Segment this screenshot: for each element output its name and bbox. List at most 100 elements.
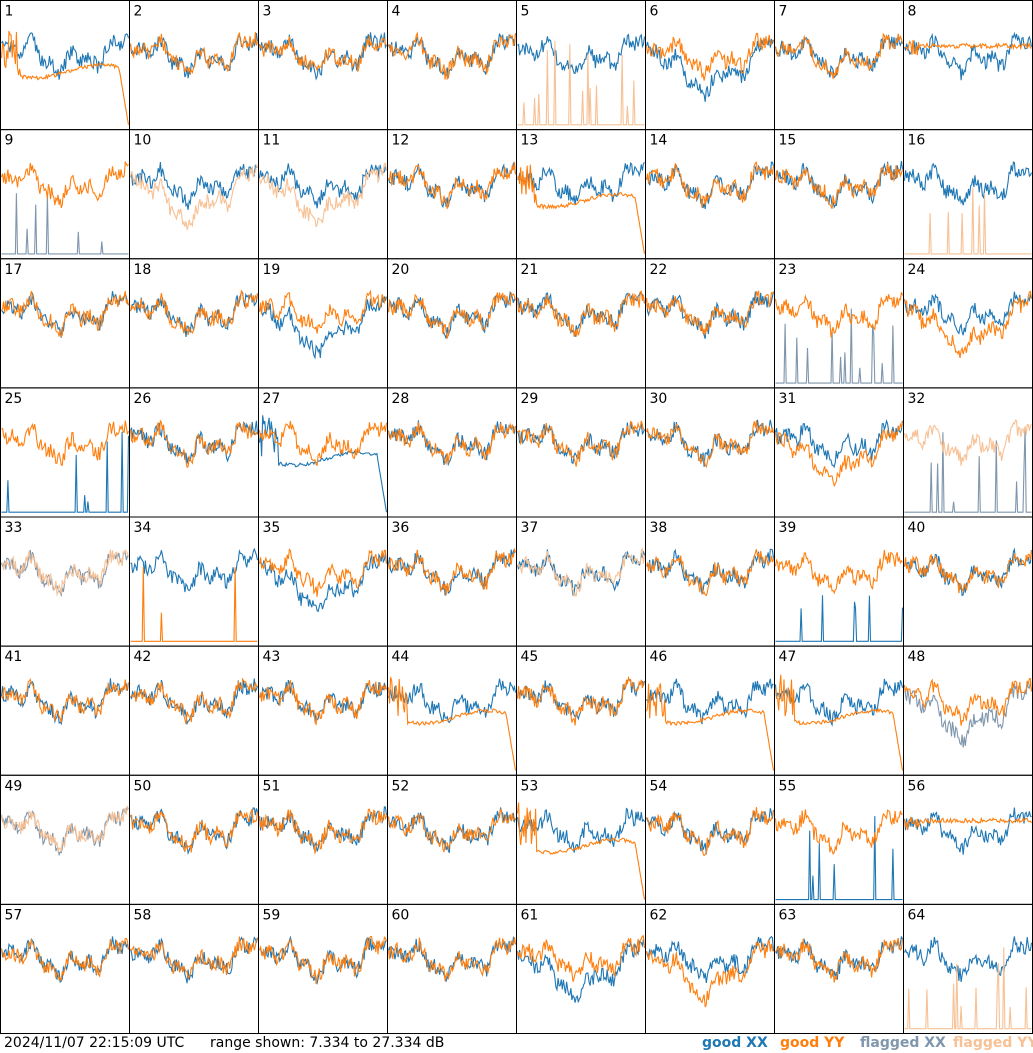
panel-20: 20 [387,258,517,389]
panel-label: 59 [263,907,281,923]
panel-57: 57 [0,903,130,1034]
series-yy-24 [903,290,1033,359]
series-yy-20 [387,291,517,339]
panel-frame [387,258,517,389]
panel-39: 39 [774,516,904,647]
series-xx-25 [1,431,130,513]
series-xx-63 [775,936,904,980]
panel-34: 34 [129,516,259,647]
panel-59: 59 [258,903,388,1034]
panel-53: 53 [516,774,646,905]
panel-29: 29 [516,387,646,518]
series-xx-47 [774,678,904,727]
series-yy-4 [388,31,517,81]
panel-label: 12 [392,133,410,149]
series-yy-30 [645,420,775,469]
panel-frame [387,516,517,647]
legend-good-yy: good YY [780,1035,845,1051]
series-yy-47 [774,674,904,771]
series-yy-58 [130,936,258,980]
series-yy-10 [129,164,259,231]
panel-label: 55 [779,778,797,794]
panel-label: 38 [650,520,668,536]
panel-frame [516,387,646,518]
series-xx-19 [258,295,388,360]
panel-11: 11 [258,129,388,260]
panel-label: 28 [392,391,410,407]
panel-31: 31 [774,387,904,518]
series-xx-8 [903,31,1033,81]
panel-15: 15 [774,129,904,260]
panel-45: 45 [516,645,646,776]
series-yy-34 [130,567,258,642]
panel-frame [129,258,259,389]
series-xx-23 [775,308,903,384]
series-yy-9 [0,161,129,208]
panel-label: 57 [5,907,23,923]
panel-22: 22 [645,258,775,389]
panel-label: 58 [134,907,152,923]
series-xx-16 [903,161,1033,206]
series-yy-40 [903,550,1033,594]
series-xx-5 [517,33,646,74]
series-yy-52 [387,808,516,853]
series-yy-3 [258,35,387,73]
series-yy-57 [0,938,130,982]
panel-label: 14 [650,133,668,149]
panel-label: 63 [779,907,797,923]
panel-41: 41 [0,645,130,776]
panel-label: 1 [5,4,14,20]
panel-label: 61 [521,907,539,923]
series-xx-61 [516,939,646,1003]
panel-label: 48 [908,649,926,665]
series-yy-54 [646,807,775,857]
panel-63: 63 [774,903,904,1034]
panel-label: 2 [134,4,143,20]
panel-46: 46 [645,645,775,776]
panel-label: 54 [650,778,668,794]
panel-label: 36 [392,520,410,536]
panel-label: 17 [5,262,23,278]
panel-label: 4 [392,4,401,20]
panel-frame [258,0,388,131]
series-xx-59 [259,935,387,986]
panel-21: 21 [516,258,646,389]
series-xx-40 [903,547,1033,597]
panel-13: 13 [516,129,646,260]
panel-label: 46 [650,649,668,665]
panel-label: 49 [5,778,23,794]
panel-54: 54 [645,774,775,905]
series-yy-61 [516,935,646,982]
panel-44: 44 [387,645,517,776]
panel-frame [129,387,259,518]
legend-flagged-yy: flagged YY [953,1035,1033,1051]
panel-label: 45 [521,649,539,665]
panel-1: 1 [0,0,130,131]
panel-label: 23 [779,262,797,278]
panel-frame [0,258,130,389]
panel-25: 25 [0,387,130,518]
panel-label: 34 [134,520,152,536]
panel-frame [903,387,1033,518]
panel-30: 30 [645,387,775,518]
panel-9: 9 [0,129,130,260]
series-yy-21 [516,290,646,337]
series-xx-17 [1,291,129,338]
panel-43: 43 [258,645,388,776]
series-xx-43 [259,679,387,722]
panel-61: 61 [516,903,646,1034]
panel-28: 28 [387,387,517,518]
series-yy-41 [1,678,130,723]
panel-label: 11 [263,133,281,149]
panel-62: 62 [645,903,775,1034]
panel-3: 3 [258,0,388,131]
panel-label: 50 [134,778,152,794]
panel-label: 40 [908,520,926,536]
series-xx-46 [646,678,774,725]
series-yy-45 [516,675,645,726]
panel-7: 7 [774,0,904,131]
series-xx-6 [645,36,775,102]
panel-19: 19 [258,258,388,389]
series-yy-43 [258,680,388,726]
panel-frame [0,645,130,776]
